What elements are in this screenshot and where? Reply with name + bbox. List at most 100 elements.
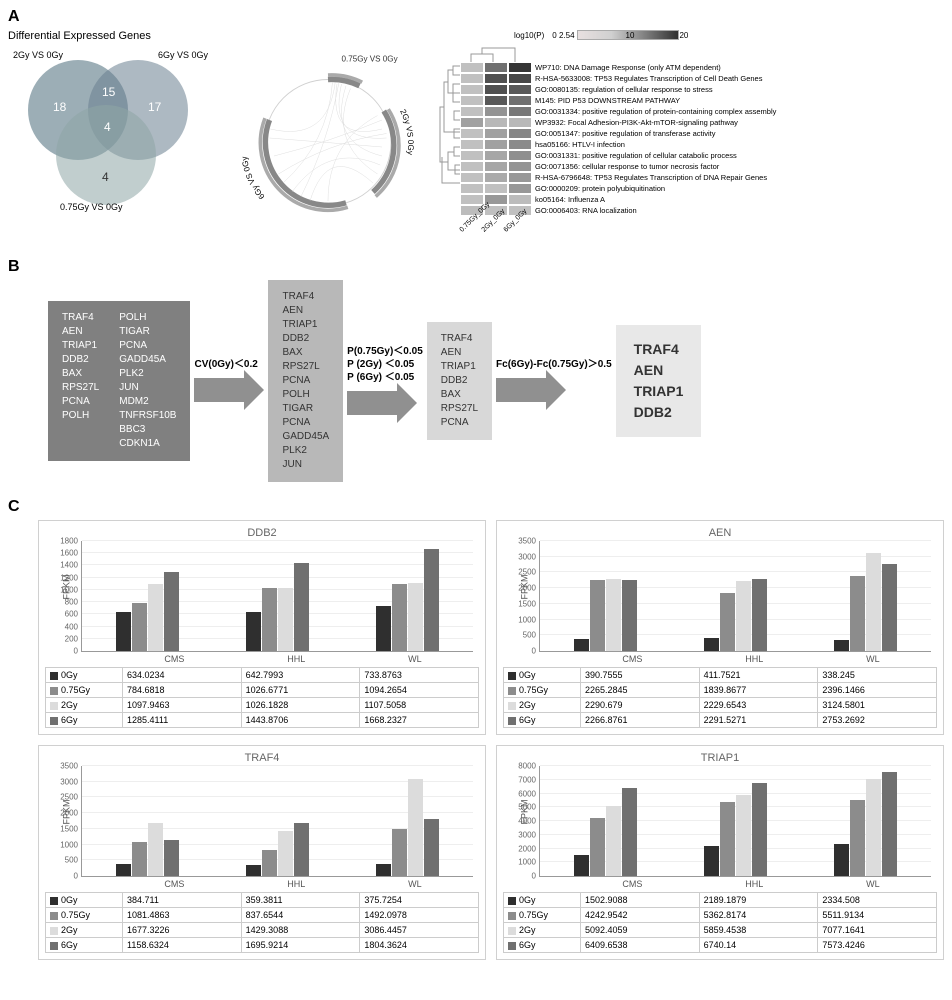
bar-group [834, 772, 897, 876]
heatmap-row-label: ko05164: Influenza A [532, 195, 605, 204]
circos-plot: 0.75Gy VS 0Gy 2Gy VS 0Gy 6Gy VS 0Gy [228, 48, 428, 228]
gene-name: PCNA [119, 339, 176, 353]
heatmap-cell [508, 139, 532, 150]
gene-name: AEN [282, 304, 329, 318]
gene-name: DDB2 [282, 332, 329, 346]
value-cell: 2290.679 [581, 698, 700, 713]
chart-title: TRAF4 [45, 752, 479, 764]
y-tick: 400 [52, 622, 78, 631]
grid-line [82, 552, 473, 553]
chart-plot: FPKM0500100015002000250030003500 [81, 766, 473, 877]
bar [164, 840, 179, 876]
data-table: 0Gy384.711359.3811375.72540.75Gy1081.486… [45, 892, 479, 953]
value-cell: 5092.4059 [581, 923, 700, 938]
y-tick: 1000 [52, 585, 78, 594]
heatmap-row: WP3932: Focal Adhesion-PI3K-Akt-mTOR-sig… [460, 117, 776, 128]
swatch-icon [508, 897, 516, 905]
bar [116, 612, 131, 651]
gene-name: GADD45A [119, 353, 176, 367]
swatch-icon [50, 717, 58, 725]
swatch-icon [50, 912, 58, 920]
gene-name: TRAF4 [441, 332, 478, 346]
bar [392, 829, 407, 876]
gene-name: PLK2 [282, 444, 329, 458]
swatch-icon [50, 702, 58, 710]
category-label: WL [866, 654, 880, 664]
swatch-icon [50, 927, 58, 935]
heatmap-cell [484, 73, 508, 84]
value-cell: 1097.9463 [123, 698, 242, 713]
table-row: 0Gy384.711359.3811375.7254 [46, 893, 479, 908]
value-cell: 359.3811 [241, 893, 360, 908]
gene-name: TIGAR [119, 325, 176, 339]
value-cell: 5511.9134 [818, 908, 937, 923]
bar [850, 576, 865, 651]
bar [278, 588, 293, 651]
venn-count-center: 4 [104, 120, 111, 134]
heatmap-cell [484, 62, 508, 73]
gene-box-2: TRAF4AENTRIAP1DDB2BAXRPS27LPCNAPOLHTIGAR… [268, 280, 343, 482]
value-cell: 5362.8174 [699, 908, 818, 923]
gene-name: TNFRSF10B [119, 409, 176, 423]
bar [882, 564, 897, 651]
bar [246, 865, 261, 876]
criteria-2: P(0.75Gy)＜0.05 P (2Gy) ＜0.05 P (6Gy) ＜0.… [347, 345, 423, 384]
grid-line [82, 564, 473, 565]
bar [246, 612, 261, 651]
venn-label-2gy: 2Gy VS 0Gy [13, 50, 63, 60]
panel-b: TRAF4AENTRIAP1DDB2BAXRPS27LPCNAPOLH POLH… [48, 280, 944, 482]
y-tick: 1000 [510, 858, 536, 867]
swatch-icon [508, 927, 516, 935]
heatmap-cell [508, 95, 532, 106]
value-cell: 1094.2654 [360, 683, 479, 698]
heatmap-row-label: GO:0000209: protein polyubiquitination [532, 184, 665, 193]
table-row: 2Gy5092.40595859.45387077.1641 [504, 923, 937, 938]
value-cell: 6740.14 [699, 938, 818, 953]
bar [590, 580, 605, 651]
table-row: 0Gy390.7555411.7521338.245 [504, 668, 937, 683]
value-cell: 2265.2845 [581, 683, 700, 698]
gene-name: BAX [282, 346, 329, 360]
bar [262, 588, 277, 651]
heatmap-cell [484, 128, 508, 139]
svg-text:2Gy VS 0Gy: 2Gy VS 0Gy [398, 108, 415, 156]
gene-name: RPS27L [62, 381, 99, 395]
circos-section: 0.75Gy VS 0Gy 2Gy VS 0Gy 6Gy VS 0Gy [228, 30, 428, 246]
value-cell: 7573.4246 [818, 938, 937, 953]
dose-label-cell: 0.75Gy [504, 908, 581, 923]
grid-line [82, 540, 473, 541]
bar [408, 779, 423, 876]
table-row: 0.75Gy2265.28451839.86772396.1466 [504, 683, 937, 698]
heatmap-row-label: GO:0031331: positive regulation of cellu… [532, 151, 737, 160]
bar [424, 819, 439, 876]
value-cell: 375.7254 [360, 893, 479, 908]
dose-label-cell: 6Gy [504, 938, 581, 953]
bar [866, 779, 881, 876]
bar [262, 850, 277, 876]
dose-label-cell: 6Gy [504, 713, 581, 728]
bar [720, 593, 735, 651]
value-cell: 390.7555 [581, 668, 700, 683]
gene-name: BBC3 [119, 423, 176, 437]
heatmap-cell [484, 117, 508, 128]
value-cell: 3124.5801 [818, 698, 937, 713]
bar [132, 842, 147, 876]
bar [408, 583, 423, 651]
heatmap-cell [460, 84, 484, 95]
y-tick: 500 [52, 856, 78, 865]
table-row: 0.75Gy784.68181026.67711094.2654 [46, 683, 479, 698]
heatmap-row-label: GO:0080135: regulation of cellular respo… [532, 85, 713, 94]
gene-name: PCNA [62, 395, 99, 409]
heatmap-row: ko05164: Influenza A [460, 194, 776, 205]
y-tick: 2500 [52, 793, 78, 802]
dose-label-cell: 2Gy [504, 698, 581, 713]
value-cell: 1502.9088 [581, 893, 700, 908]
swatch-icon [50, 672, 58, 680]
value-cell: 1026.1828 [241, 698, 360, 713]
value-cell: 7077.1641 [818, 923, 937, 938]
table-row: 2Gy2290.6792229.65433124.5801 [504, 698, 937, 713]
arrow-1-wrap: CV(0Gy)＜0.2 [194, 358, 264, 405]
gene-box-3: TRAF4AENTRIAP1DDB2BAXRPS27LPCNA [427, 322, 492, 440]
y-tick: 0 [510, 647, 536, 656]
heatmap-col-label: 6Gy_0Gy [503, 213, 540, 250]
